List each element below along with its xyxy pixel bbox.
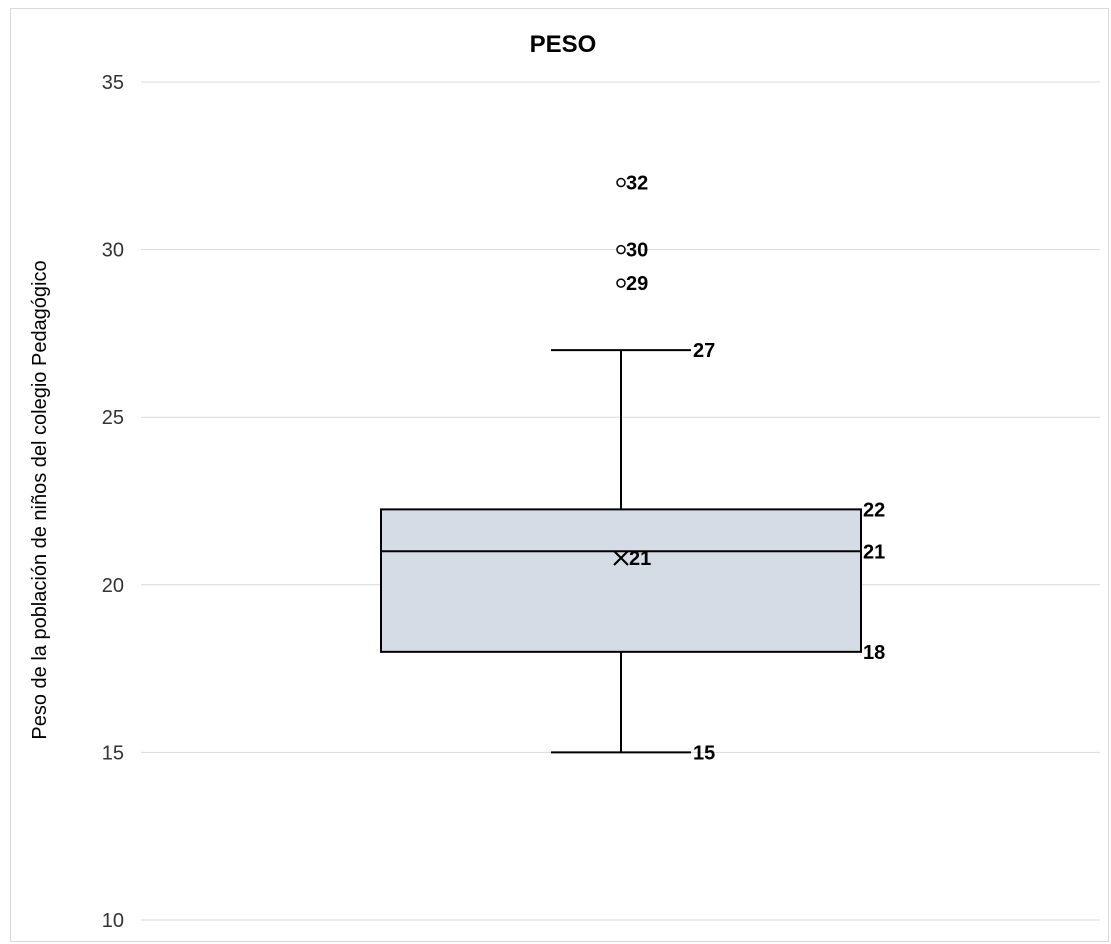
box-plot xyxy=(380,177,862,754)
y-tick-label-15: 15 xyxy=(102,742,124,764)
outlier-label-0: 32 xyxy=(626,173,648,195)
y-tick-label-30: 30 xyxy=(102,240,124,262)
y-axis-ticks: 10 15 20 25 30 35 xyxy=(102,72,124,932)
outlier-point-0 xyxy=(616,177,626,188)
outlier-point-1 xyxy=(616,244,626,255)
mean-value-label: 21 xyxy=(629,548,651,570)
y-tick-label-25: 25 xyxy=(102,407,124,429)
q3-value-label: 22 xyxy=(863,499,885,521)
outlier-label-1: 30 xyxy=(626,240,648,262)
y-tick-label-10: 10 xyxy=(102,910,124,932)
outlier-point-2 xyxy=(616,278,626,288)
median-value-label: 21 xyxy=(863,541,885,563)
min-value-label: 15 xyxy=(693,742,715,764)
q1-value-label: 18 xyxy=(863,642,885,664)
max-value-label: 27 xyxy=(693,340,715,362)
outlier-label-2: 29 xyxy=(626,273,648,295)
y-axis-label: Peso de la población de niños del colegi… xyxy=(29,260,51,739)
mean-marker xyxy=(613,550,629,566)
chart-title: PESO xyxy=(530,31,597,58)
y-tick-label-35: 35 xyxy=(102,72,124,94)
interquartile-box xyxy=(380,508,862,653)
data-labels: 27 15 22 21 18 21 32 30 29 xyxy=(626,173,885,765)
chart-frame xyxy=(10,8,1109,942)
y-tick-label-20: 20 xyxy=(102,575,124,597)
